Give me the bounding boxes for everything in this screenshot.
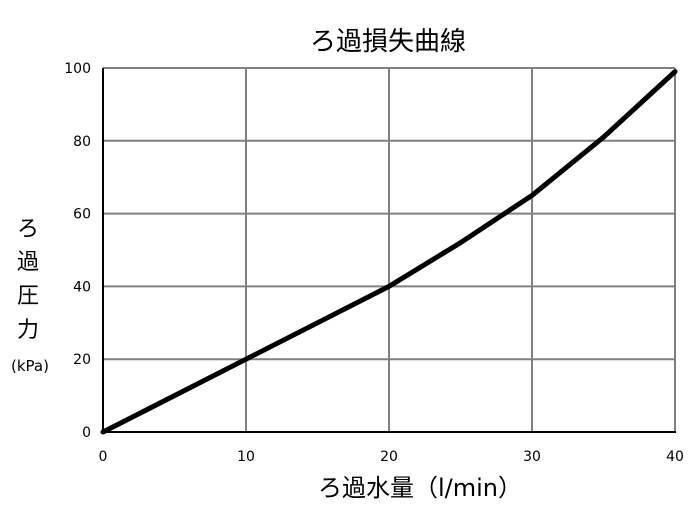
x-tick-label: 20 <box>380 449 398 465</box>
y-tick-label: 40 <box>73 279 91 295</box>
x-tick-label: 10 <box>237 449 255 465</box>
y-axis-label: ろ 過 圧 力 (kPa) <box>11 217 49 375</box>
y-tick-label: 100 <box>64 61 91 77</box>
series-line-0 <box>100 69 678 435</box>
y-axis-unit: (kPa) <box>11 357 49 375</box>
chart-title: ろ過損失曲線 <box>310 27 466 57</box>
y-tick-label: 60 <box>73 207 91 223</box>
series-layer <box>100 69 678 435</box>
x-axis-label: ろ過水量（l/min） <box>318 474 522 502</box>
y-axis-label-char: 圧 <box>17 284 39 309</box>
y-tick-label: 20 <box>73 352 91 368</box>
x-tick-label: 0 <box>99 449 108 465</box>
y-axis-label-char: 力 <box>17 318 39 343</box>
x-tick-label: 30 <box>523 449 541 465</box>
y-tick-labels: 0 20 40 60 80 100 <box>64 61 91 441</box>
y-axis-label-char: ろ <box>17 217 39 242</box>
y-tick-label: 80 <box>73 134 91 150</box>
plot-frame <box>102 67 676 433</box>
x-tick-labels: 0 10 20 30 40 <box>99 449 684 465</box>
x-tick-label: 40 <box>666 449 684 465</box>
grid-lines <box>103 68 675 432</box>
y-tick-label: 0 <box>82 425 91 441</box>
y-axis-label-char: 過 <box>17 250 39 275</box>
